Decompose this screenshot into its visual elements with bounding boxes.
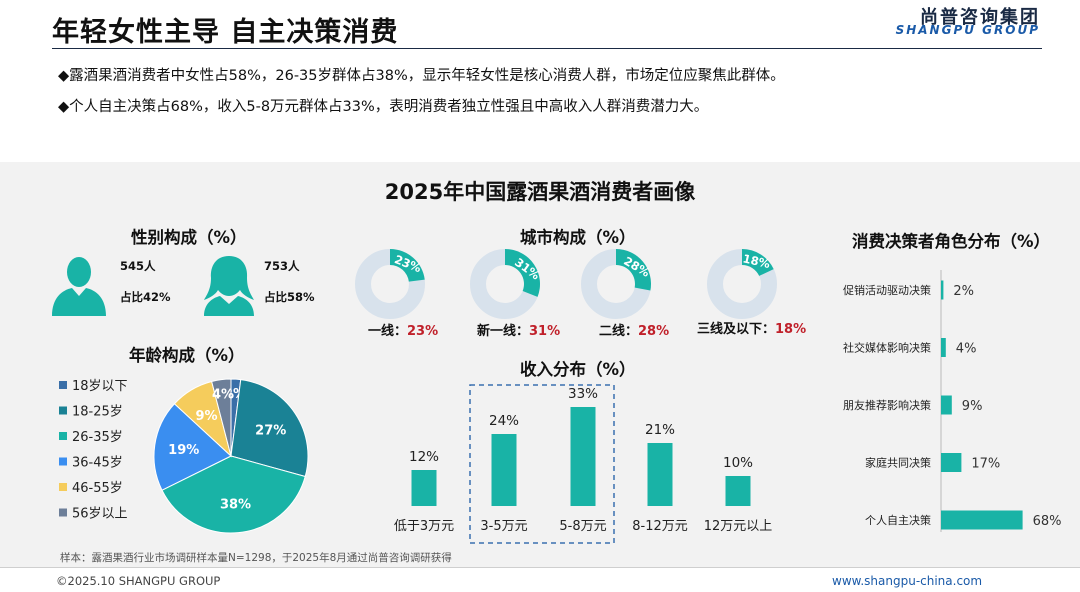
bar-value-label: 12%	[409, 449, 439, 465]
header-divider	[52, 48, 1042, 49]
pie-slice	[153, 403, 232, 491]
donut-slice	[616, 249, 651, 291]
gender-section-title: 性别构成（%）	[131, 228, 247, 247]
pie-value-label: 9%	[195, 409, 217, 424]
city-label-value: 23%	[407, 324, 439, 339]
income-bar	[491, 434, 517, 506]
bar-value-label: 24%	[489, 413, 519, 429]
pie-slice	[211, 378, 232, 457]
city-label-new-tier1: 新一线：31%	[477, 320, 560, 339]
legend-swatch	[59, 483, 67, 491]
legend-label: 36-45岁	[72, 456, 123, 471]
pie-slice	[161, 455, 306, 534]
website-link[interactable]: www.shangpu-china.com	[832, 574, 983, 588]
bar-category-label: 低于3万元	[394, 519, 454, 534]
role-bar	[941, 338, 946, 357]
donut-slice	[505, 249, 540, 297]
city-label-value: 18%	[775, 322, 807, 337]
bar-value-label: 33%	[568, 386, 598, 402]
legend-swatch	[59, 508, 67, 517]
highlight-box	[469, 384, 615, 544]
bar-category-label: 3-5万元	[480, 519, 527, 534]
bullet-point: ◆露酒果酒消费者中女性占58%，26-35岁群体占38%，显示年轻女性是核心消费…	[58, 68, 785, 84]
legend-swatch	[59, 457, 67, 466]
role-bar	[941, 395, 952, 415]
female-share: 占比58%	[264, 290, 315, 304]
donut-slice	[390, 249, 425, 282]
role-bar-chart: 促销活动驱动决策 2% 社交媒体影响决策 4% 朋友推荐影响决策 9% 家庭共同决策 17% 个…	[843, 270, 1062, 532]
role-value-label: 2%	[953, 284, 974, 299]
legend-label: 18岁以下	[72, 379, 128, 394]
bullet-point: ◆个人自主决策占68%，收入5-8万元群体占33%，表明消费者独立性强且中高收入…	[58, 99, 709, 115]
income-bar	[411, 470, 437, 506]
legend-label: 18-25岁	[72, 405, 123, 420]
income-bar	[725, 476, 751, 506]
male-share: 占比42%	[120, 290, 171, 304]
bar-value-label: 21%	[645, 422, 675, 438]
role-value-label: 9%	[962, 399, 983, 414]
copyright-text: ©2025.10 SHANGPU GROUP	[56, 574, 221, 588]
income-bar	[647, 443, 673, 506]
brand-name-en: SHANGPU GROUP	[895, 23, 1040, 37]
legend-swatch	[59, 432, 67, 440]
city-label-text: 三线及以下：	[697, 322, 776, 337]
brand-name-cn: 尚普咨询集团	[920, 7, 1040, 28]
city-donut-charts: 23% 31% 28% 18%	[355, 249, 777, 319]
legend-swatch	[59, 381, 67, 389]
pie-slice	[230, 379, 309, 478]
bar-category-label: 5-8万元	[559, 519, 606, 534]
city-label-tier3: 三线及以下：18%	[697, 318, 806, 337]
city-label-value: 28%	[638, 324, 670, 339]
role-value-label: 17%	[971, 457, 1000, 472]
pie-value-label: 19%	[168, 443, 199, 458]
legend-label: 56岁以上	[72, 507, 128, 522]
legend-swatch	[59, 406, 67, 415]
role-category-label: 个人自主决策	[865, 513, 931, 527]
legend-label: 26-35岁	[72, 430, 123, 445]
age-pie-chart: 2%27%38%19%9%4%18岁以下18-25岁26-35岁36-45岁46…	[59, 378, 309, 534]
income-section-title: 收入分布（%）	[520, 360, 636, 379]
role-category-label: 家庭共同决策	[865, 456, 931, 470]
bar-category-label: 8-12万元	[632, 519, 688, 534]
role-category-label: 社交媒体影响决策	[843, 341, 931, 355]
bar-category-label: 12万元以上	[704, 519, 773, 534]
city-label-tier1: 一线：23%	[368, 320, 438, 339]
city-label-text: 二线：	[599, 324, 639, 339]
role-bar	[941, 280, 944, 300]
role-value-label: 4%	[956, 342, 977, 357]
role-value-label: 68%	[1033, 514, 1062, 529]
income-bar	[570, 407, 596, 506]
pie-value-label: 4%	[212, 387, 234, 402]
bar-value-label: 10%	[723, 455, 753, 471]
city-label-tier2: 二线：28%	[599, 320, 669, 339]
page-title: 年轻女性主导 自主决策消费	[52, 17, 399, 48]
role-bar	[941, 510, 1023, 530]
female-count: 753人	[264, 259, 300, 273]
role-category-label: 促销活动驱动决策	[843, 283, 931, 297]
role-bar	[941, 453, 962, 472]
male-count: 545人	[120, 259, 156, 273]
male-person-icon	[52, 257, 106, 316]
income-bar-chart: 12% 低于3万元 24% 3-5万元 33% 5-8万元 21% 8-12万元 10% 12万元…	[394, 384, 773, 544]
sample-footnote: 样本：露酒果酒行业市场调研样本量N=1298，于2025年8月通过尚普咨询调研获…	[60, 552, 452, 564]
age-section-title: 年龄构成（%）	[129, 346, 245, 365]
panel-title: 2025年中国露酒果酒消费者画像	[384, 180, 696, 204]
pie-value-label: 27%	[255, 424, 286, 439]
city-label-value: 31%	[529, 324, 561, 339]
pie-value-label: 38%	[220, 498, 251, 513]
donut-value-label: 18%	[742, 251, 772, 271]
city-section-title: 城市构成（%）	[520, 228, 636, 247]
female-person-icon	[204, 256, 254, 316]
city-label-text: 新一线：	[477, 324, 530, 339]
legend-label: 46-55岁	[72, 481, 123, 496]
donut-slice	[742, 249, 774, 276]
footer-divider	[0, 567, 1080, 568]
role-section-title: 消费决策者角色分布（%）	[852, 232, 1051, 251]
city-label-text: 一线：	[368, 324, 408, 339]
role-category-label: 朋友推荐影响决策	[843, 398, 931, 412]
